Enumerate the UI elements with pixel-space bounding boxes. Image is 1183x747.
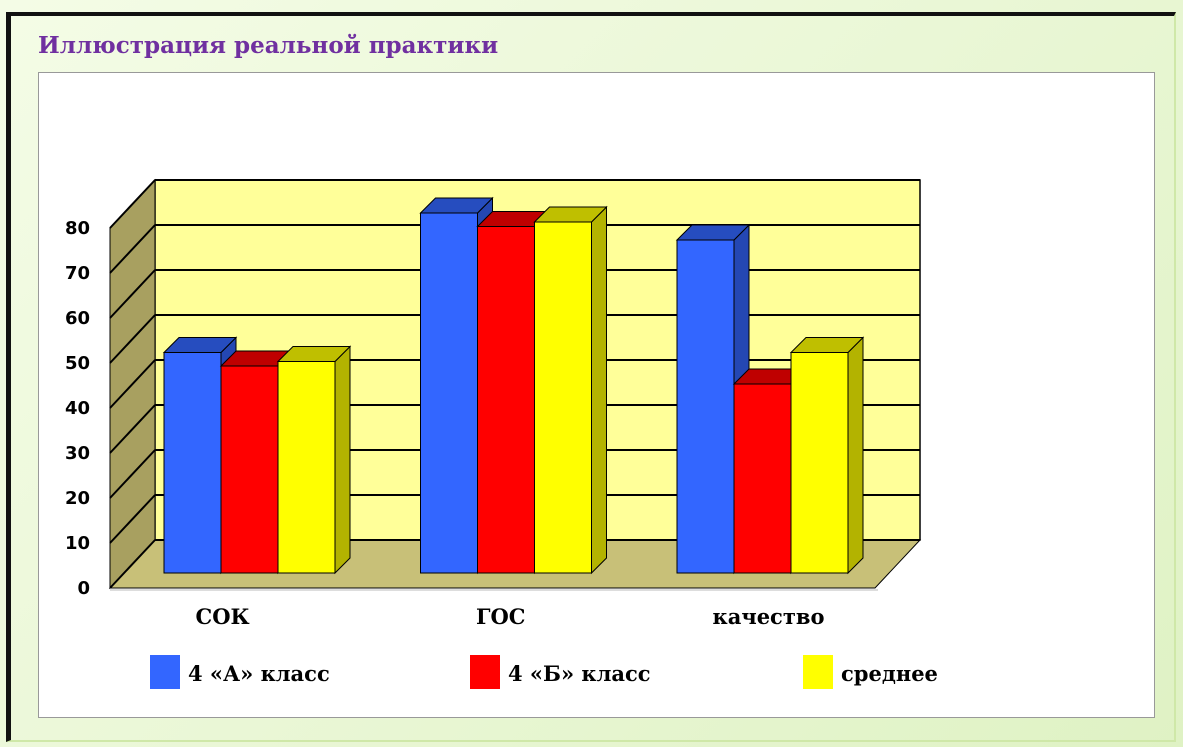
y-tick-label: 70 xyxy=(65,263,90,284)
y-tick-label: 30 xyxy=(65,443,90,464)
x-tick-label: качество xyxy=(713,604,825,629)
bar xyxy=(163,352,222,574)
slide-title: Иллюстрация реальной практики xyxy=(38,32,499,59)
side-grid-line xyxy=(109,359,156,409)
slide-frame xyxy=(6,12,1176,742)
side-grid-line xyxy=(109,269,156,319)
x-tick-label: СОК xyxy=(196,604,250,629)
bar-side xyxy=(847,336,864,575)
x-tick-label: ГОС xyxy=(476,604,526,629)
bar xyxy=(676,239,735,574)
legend-swatch xyxy=(150,655,180,689)
bar xyxy=(790,352,849,574)
side-grid-line xyxy=(109,494,156,544)
legend-label: 4 «А» класс xyxy=(188,661,330,686)
bar xyxy=(220,365,279,574)
side-grid-line xyxy=(109,449,156,499)
side-grid-line xyxy=(109,224,156,274)
side-grid-line xyxy=(109,179,156,229)
bar xyxy=(534,221,592,574)
y-tick-label: 10 xyxy=(65,533,90,554)
bar xyxy=(420,212,478,574)
bar xyxy=(277,361,336,574)
bar-side xyxy=(591,205,607,575)
y-tick-label: 60 xyxy=(65,308,90,329)
bar xyxy=(733,383,792,574)
legend-swatch xyxy=(803,655,833,689)
side-grid-line xyxy=(109,404,156,454)
y-tick-label: 0 xyxy=(77,578,90,599)
bar xyxy=(477,226,535,574)
legend-label: среднее xyxy=(841,661,938,686)
side-grid-line xyxy=(109,314,156,364)
legend-swatch xyxy=(470,655,500,689)
bar-side xyxy=(334,345,351,575)
y-tick-label: 40 xyxy=(65,398,90,419)
y-tick-label: 80 xyxy=(65,218,90,239)
y-tick-label: 50 xyxy=(65,353,90,374)
y-tick-label: 20 xyxy=(65,488,90,509)
side-grid-line xyxy=(109,539,156,589)
legend-label: 4 «Б» класс xyxy=(508,661,651,686)
